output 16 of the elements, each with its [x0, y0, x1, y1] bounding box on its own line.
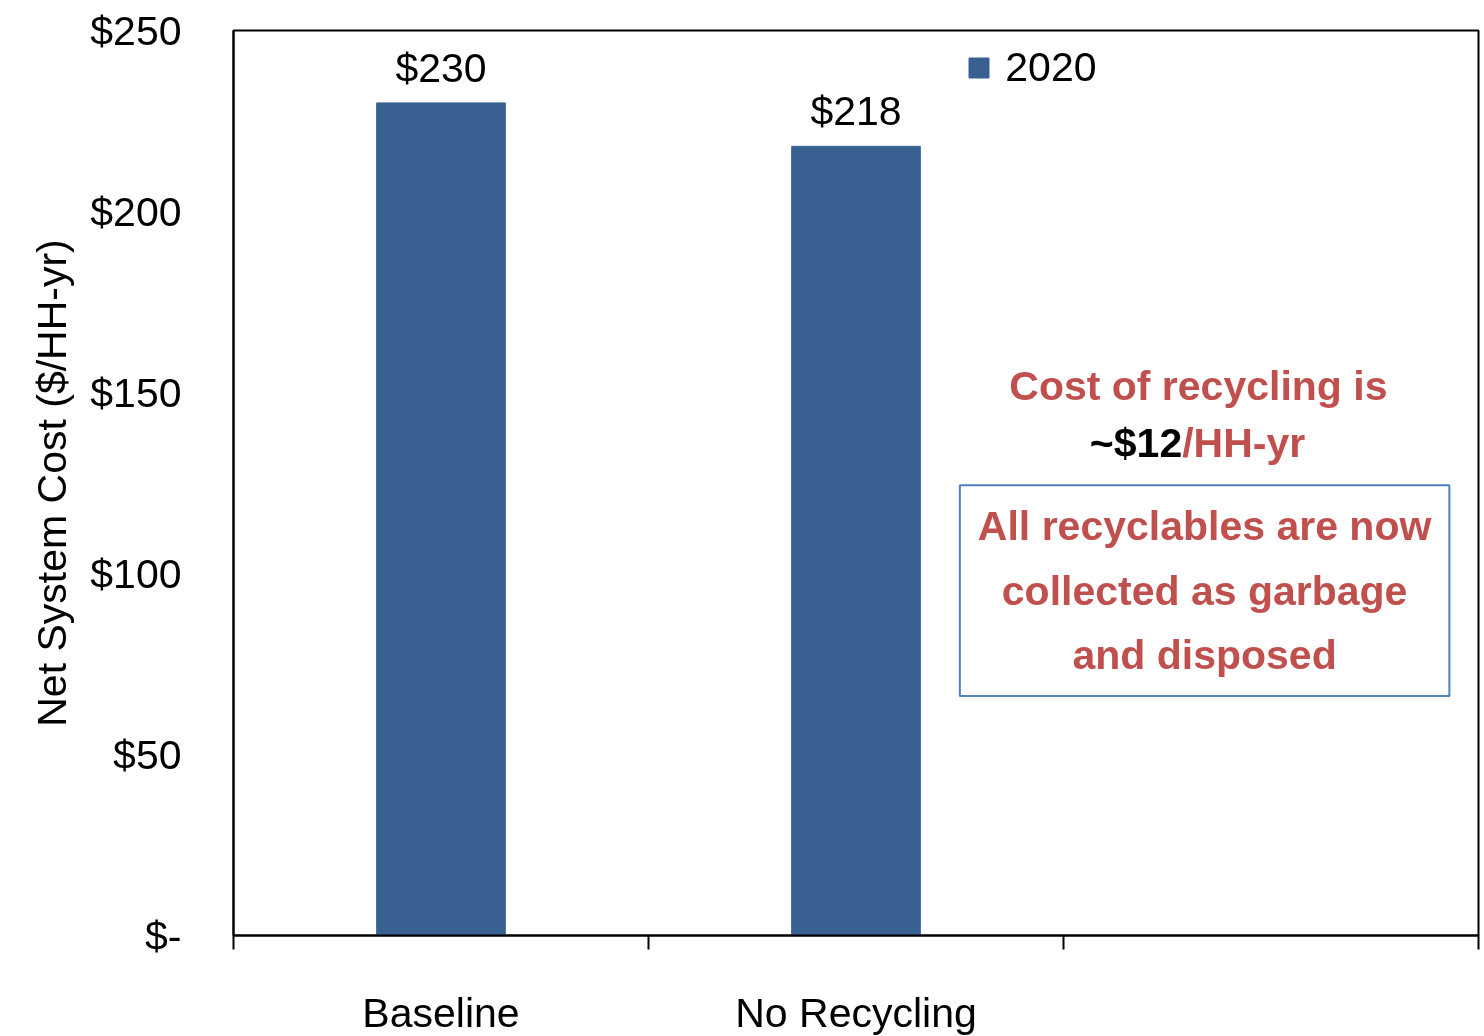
y-axis-title: Net System Cost ($/HH-yr)	[29, 239, 76, 727]
y-tick-label: $50	[113, 731, 182, 778]
annotation: Cost of recycling is	[1009, 363, 1388, 410]
x-tick-label: No Recycling	[735, 989, 977, 1036]
annotation: ~$12	[1089, 420, 1183, 467]
annotation: /HH-yr	[1182, 420, 1306, 467]
y-tick-label: $100	[90, 550, 182, 597]
y-tick-label: $-	[145, 912, 182, 959]
data-label: $218	[810, 88, 902, 135]
y-tick-label: $150	[90, 369, 182, 416]
annotation: All recyclables are now collected as garbage and disposed	[977, 503, 1432, 679]
x-tick-label: Baseline	[362, 989, 520, 1036]
y-tick-label: $250	[90, 7, 182, 54]
legend-label: 2020	[1005, 43, 1097, 91]
y-tick-label: $200	[90, 188, 182, 235]
data-label: $230	[395, 44, 487, 91]
